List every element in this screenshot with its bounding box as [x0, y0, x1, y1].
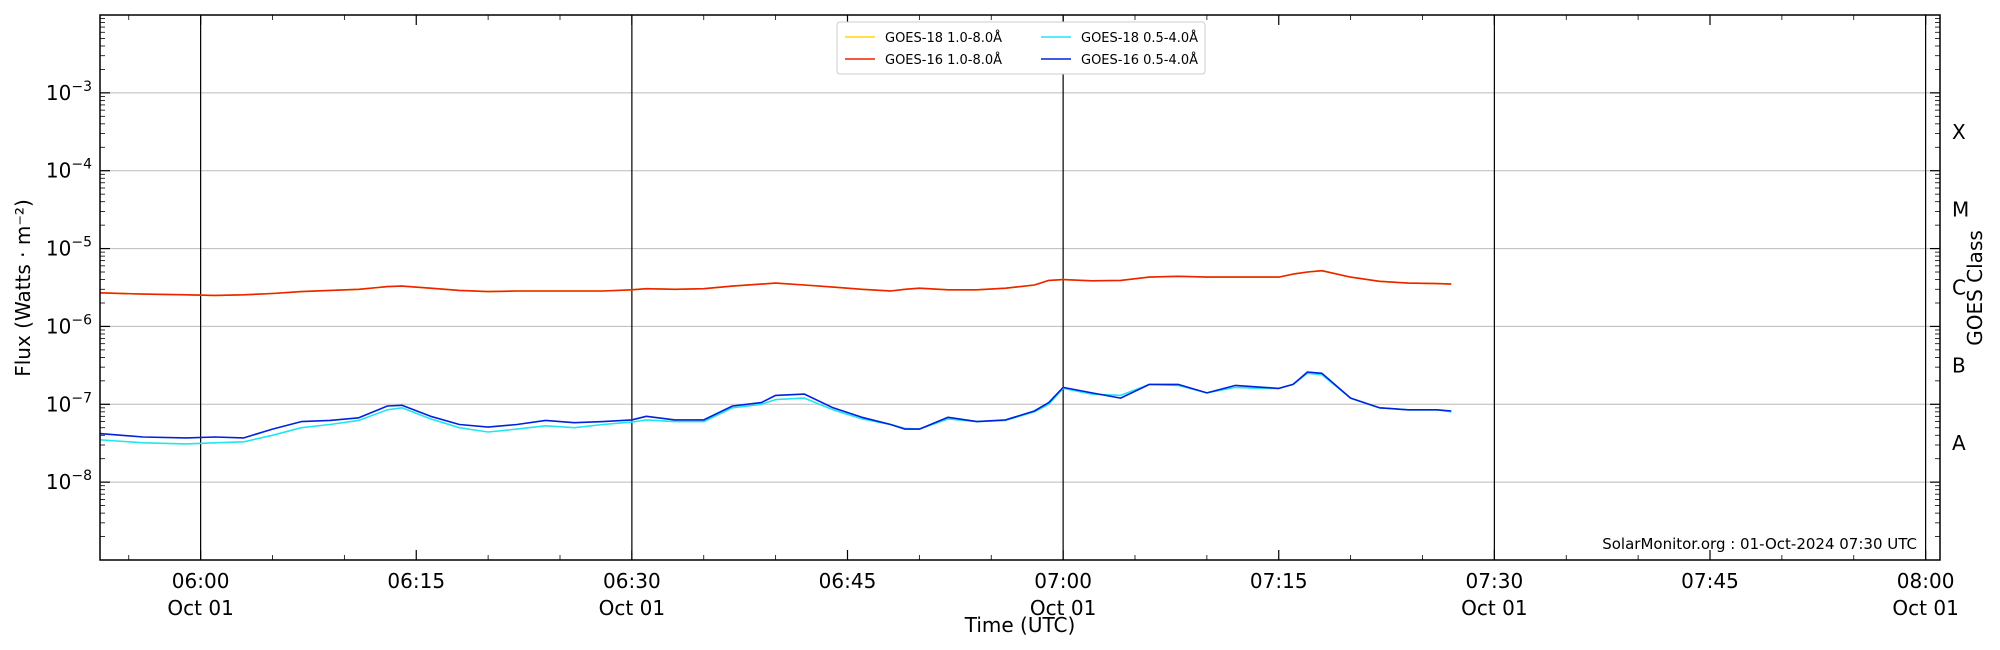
- grid: [100, 92, 1940, 483]
- x-tick-date-label: Oct 01: [1030, 596, 1096, 620]
- legend: GOES-18 1.0-8.0Å GOES-16 1.0-8.0Å GOES-18 …: [836, 21, 1206, 75]
- x-axis-title: Time (UTC): [964, 613, 1076, 637]
- goes-class-label: C: [1952, 276, 1966, 300]
- y-tick-label: 10−3: [46, 79, 92, 105]
- legend-label: GOES-16 1.0-8.0Å: [885, 52, 1002, 68]
- goes-class-label: X: [1952, 120, 1966, 144]
- legend-label: GOES-18 0.5-4.0Å: [1081, 30, 1198, 46]
- x-tick-date-label: Oct 01: [167, 596, 233, 620]
- goes-class-label: M: [1952, 198, 1969, 222]
- x-tick-label: 08:00: [1897, 569, 1955, 593]
- x-tick-label: 06:45: [819, 569, 877, 593]
- x-tick-date-label: Oct 01: [599, 596, 665, 620]
- goes-class-label: A: [1952, 431, 1966, 455]
- x-tick-date-label: Oct 01: [1892, 596, 1958, 620]
- legend-label: GOES-18 1.0-8.0Å: [885, 30, 1002, 46]
- y-tick-label: 10−7: [46, 390, 92, 416]
- y-tick-label: 10−6: [46, 312, 92, 338]
- vertical-time-lines: [200, 15, 1927, 560]
- legend-box: [836, 21, 1206, 75]
- x-tick-label: 07:45: [1681, 569, 1739, 593]
- y-axis-title: Flux (Watts · m⁻²): [11, 199, 35, 377]
- x-tick-label: 06:30: [603, 569, 661, 593]
- x-tick-label: 07:15: [1250, 569, 1308, 593]
- x-tick-label: 07:30: [1466, 569, 1524, 593]
- goes-class-axis-title: GOES Class: [1963, 230, 1987, 346]
- x-tick-label: 07:00: [1034, 569, 1092, 593]
- ticks-layer: 10−8 10−7 10−6 10−5 10−4 10−3 06:00 Oct 01 06:15…: [46, 15, 1969, 620]
- series-layer: [99, 269, 1452, 445]
- x-tick-label: 06:15: [387, 569, 445, 593]
- y-tick-label: 10−8: [46, 468, 92, 494]
- x-tick-label: 06:00: [172, 569, 230, 593]
- plot-area: [100, 15, 1940, 560]
- y-tick-label: 10−5: [46, 235, 92, 261]
- y-tick-label: 10−4: [46, 157, 92, 183]
- series-line: [99, 371, 1452, 439]
- series-line: [99, 269, 1452, 297]
- plot-frame: [99, 14, 1941, 561]
- credit-text: SolarMonitor.org : 01-Oct-2024 07:30 UTC: [1602, 535, 1917, 553]
- goes-class-label: B: [1952, 353, 1966, 377]
- legend-label: GOES-16 0.5-4.0Å: [1081, 52, 1198, 68]
- x-tick-date-label: Oct 01: [1461, 596, 1527, 620]
